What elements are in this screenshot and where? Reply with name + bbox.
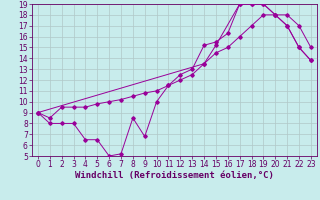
X-axis label: Windchill (Refroidissement éolien,°C): Windchill (Refroidissement éolien,°C) xyxy=(75,171,274,180)
